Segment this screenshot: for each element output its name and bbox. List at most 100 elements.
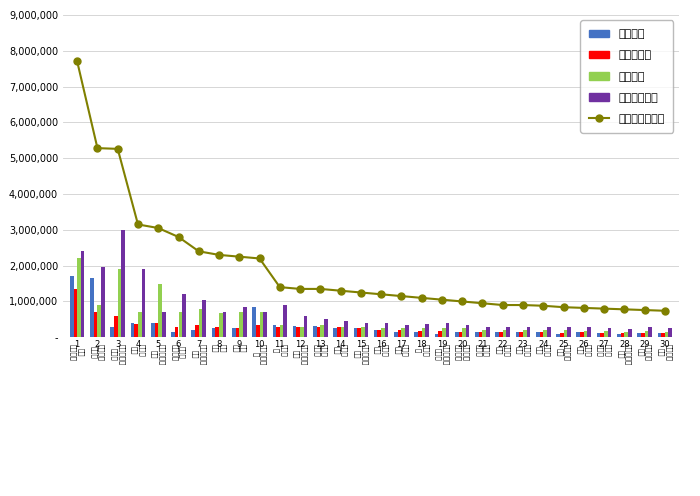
Bar	[272, 325, 276, 337]
브랜드평판지수	[580, 305, 588, 311]
Bar	[155, 323, 158, 337]
Bar	[486, 326, 490, 337]
Text: 방탄소년단
전정국: 방탄소년단 전정국	[111, 344, 125, 365]
Text: 방탄소년단
지민: 방탄소년단 지민	[151, 344, 165, 365]
Text: 세븐틴
준: 세븐틴 준	[414, 344, 429, 357]
브랜드평판지수	[458, 299, 466, 305]
Text: 방탄소년단
뷔: 방탄소년단 뷔	[253, 344, 267, 365]
Bar	[131, 323, 134, 337]
브랜드평판지수	[377, 291, 385, 297]
브랜드평판지수	[195, 248, 203, 254]
Text: 슈퍼주니어
회철: 슈퍼주니어 회철	[293, 344, 307, 365]
Bar	[442, 328, 446, 337]
Bar	[584, 331, 587, 337]
Bar	[446, 323, 449, 337]
Bar	[564, 330, 567, 337]
브랜드평판지수	[478, 300, 486, 306]
Bar	[192, 330, 195, 337]
Bar	[70, 276, 74, 337]
Bar	[236, 328, 239, 337]
Bar	[435, 334, 438, 337]
Text: 빅뱅
지드래곤: 빅뱅 지드래곤	[70, 344, 84, 361]
Bar	[232, 328, 236, 337]
Bar	[256, 325, 260, 337]
Text: 더보이즈
선우: 더보이즈 선우	[556, 344, 570, 361]
Bar	[337, 327, 341, 337]
Bar	[665, 332, 668, 337]
Bar	[202, 300, 206, 337]
Bar	[377, 330, 381, 337]
Bar	[172, 332, 175, 337]
Bar	[421, 328, 426, 337]
Text: 샤이니
키: 샤이니 키	[273, 344, 287, 357]
브랜드평판지수	[640, 307, 649, 313]
Bar	[567, 326, 570, 337]
Text: 더보이즈
화가: 더보이즈 화가	[658, 344, 672, 361]
브랜드평판지수	[174, 234, 183, 240]
Bar	[74, 289, 77, 337]
Bar	[482, 330, 486, 337]
Text: 샤이니
민호: 샤이니 민호	[374, 344, 388, 357]
브랜드평판지수	[559, 304, 568, 310]
Text: 워너원
강다니엘: 워너원 강다니엘	[172, 344, 186, 361]
Bar	[657, 333, 662, 337]
Bar	[668, 328, 672, 337]
Bar	[637, 333, 641, 337]
Bar	[324, 319, 328, 337]
Bar	[280, 325, 284, 337]
Line: 브랜드평판지수: 브랜드평판지수	[74, 58, 668, 314]
Text: 아스트로
차은우: 아스트로 차은우	[90, 344, 104, 361]
Bar	[333, 328, 337, 337]
Bar	[479, 332, 482, 337]
Bar	[608, 327, 611, 337]
Bar	[94, 312, 97, 337]
Bar	[496, 332, 499, 337]
Bar	[374, 330, 377, 337]
브랜드평판지수	[235, 253, 244, 260]
Bar	[475, 332, 479, 337]
브랜드평판지수	[417, 295, 426, 301]
Bar	[141, 269, 146, 337]
Bar	[158, 284, 162, 337]
Text: 방탄소년단
수가: 방탄소년단 수가	[617, 344, 631, 365]
Text: 빅뱅
대성: 빅뱅 대성	[212, 344, 226, 352]
Bar	[556, 334, 560, 337]
Bar	[543, 330, 547, 337]
Text: 라이즈
소회: 라이즈 소회	[394, 344, 409, 357]
Bar	[418, 331, 421, 337]
Bar	[385, 323, 389, 337]
Bar	[499, 332, 503, 337]
Bar	[178, 312, 182, 337]
Bar	[621, 333, 624, 337]
Text: 방탄소년단
제이홀: 방탄소년단 제이홀	[435, 344, 449, 365]
Bar	[526, 326, 531, 337]
Bar	[80, 251, 85, 337]
Bar	[243, 307, 246, 337]
브랜드평판지수	[539, 303, 547, 309]
Text: 라이즈
성찬: 라이즈 성찬	[516, 344, 530, 357]
Text: 동방신기
최강창민: 동방신기 최강창민	[455, 344, 469, 361]
Bar	[134, 324, 138, 337]
Bar	[182, 294, 186, 337]
브랜드평판지수	[519, 302, 527, 308]
Bar	[296, 327, 300, 337]
Bar	[175, 326, 178, 337]
Bar	[313, 326, 316, 337]
Bar	[458, 332, 462, 337]
Bar	[577, 332, 580, 337]
Bar	[624, 332, 628, 337]
Bar	[263, 312, 267, 337]
Bar	[321, 325, 324, 337]
Text: 워너원
구현: 워너원 구현	[333, 344, 348, 357]
Bar	[276, 326, 280, 337]
Text: 슈퍼주니어
규현: 슈퍼주니어 규현	[354, 344, 368, 365]
Bar	[151, 323, 155, 337]
Bar	[596, 333, 601, 337]
Bar	[438, 331, 442, 337]
Bar	[304, 316, 307, 337]
브랜드평판지수	[134, 221, 142, 227]
Text: 엔소년
박지훈: 엔소년 박지훈	[313, 344, 328, 357]
Bar	[601, 333, 604, 337]
Bar	[398, 330, 401, 337]
브랜드평판지수	[93, 145, 102, 151]
